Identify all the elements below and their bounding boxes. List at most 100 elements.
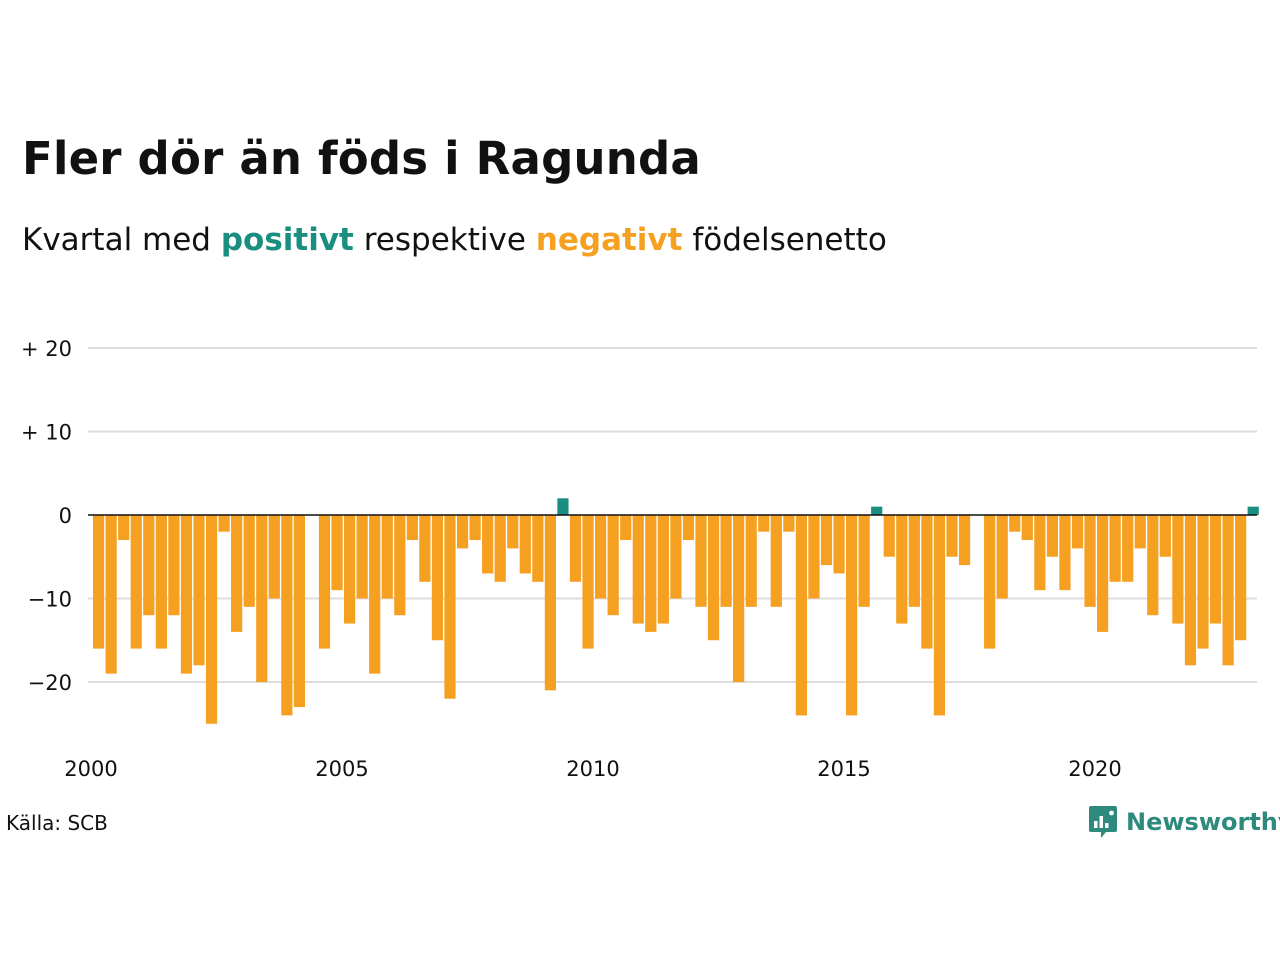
bar [1009,515,1021,532]
subtitle-prefix: Kvartal med [22,222,221,258]
bar [456,515,469,549]
bar [406,515,418,541]
bar [921,515,933,649]
bar [1097,515,1109,632]
bar [946,515,958,557]
y-tick-label: + 20 [21,337,72,361]
bar [582,515,594,649]
bar [795,515,807,716]
bar [243,515,255,607]
bar [984,515,996,649]
bar [645,515,657,632]
bar [318,515,331,649]
brand-logo: Newsworthy [1088,803,1280,841]
bar [883,515,895,557]
bar [205,515,218,724]
bar-chart: + 20 + 10 0 −10 −20 2000 2005 2010 2015 2020 [21,337,1259,781]
bar [344,515,356,624]
bar [595,515,607,599]
y-tick-label: 0 [59,504,72,528]
bar [620,515,632,541]
bar [1247,506,1259,515]
bar [933,515,946,716]
bar [1071,515,1084,549]
bar [1235,515,1247,641]
bar [444,515,456,699]
bar [833,515,845,574]
bar [1197,515,1209,649]
bar [1172,515,1184,624]
y-tick-label: −10 [28,588,72,612]
newsworthy-logo-icon [1089,806,1117,838]
bar [858,515,870,607]
bar [745,515,757,607]
bar [557,498,569,515]
bar [93,515,105,649]
bar [1222,515,1234,666]
bar [256,515,268,682]
bar [1209,515,1222,624]
bar [268,515,280,599]
bar [143,515,155,616]
bar [494,515,506,582]
bar [469,515,481,541]
bar [168,515,180,616]
bar [118,515,130,541]
bar [1147,515,1159,616]
y-tick-label: −20 [28,671,72,695]
bar [958,515,971,566]
subtitle-positive-label: positivt [220,222,354,258]
bar [896,515,908,624]
bar [569,515,582,582]
bar [105,515,117,674]
bar [1159,515,1171,557]
bar [720,515,732,607]
bar [193,515,205,666]
bar [369,515,381,674]
bar [657,515,669,624]
bar [770,515,782,607]
bar [231,515,243,632]
bar [419,515,431,582]
x-tick-label: 2020 [1068,757,1121,781]
bar [1122,515,1134,582]
bar [1134,515,1146,549]
bar [394,515,406,616]
bar [996,515,1008,599]
bar [670,515,682,599]
bar [1021,515,1033,541]
bar [356,515,368,599]
bar [908,515,920,607]
bar [155,515,167,649]
x-tick-label: 2010 [566,757,619,781]
bar [871,506,883,515]
bar [1034,515,1046,591]
bar [758,515,770,532]
bar [544,515,556,691]
bar [507,515,519,549]
bar [733,515,745,682]
subtitle-suffix: födelsenetto [682,222,887,258]
bar [1184,515,1197,666]
bar [1059,515,1071,591]
bar [519,515,531,574]
bar [783,515,795,532]
bar [682,515,695,541]
bar [1046,515,1058,557]
bar [130,515,142,649]
bar [281,515,293,716]
bar [482,515,494,574]
bar [695,515,707,607]
bar [808,515,820,599]
subtitle-negative-label: negativt [535,222,683,258]
bar [707,515,720,641]
bar [218,515,230,532]
bar [1109,515,1121,582]
bar [846,515,858,716]
bar [431,515,444,641]
brand-name: Newsworthy [1126,808,1280,836]
x-tick-label: 2005 [315,757,368,781]
x-tick-label: 2015 [817,757,870,781]
chart-subtitle: Kvartal med positivt respektive negativt… [22,222,887,258]
bar [1084,515,1096,607]
